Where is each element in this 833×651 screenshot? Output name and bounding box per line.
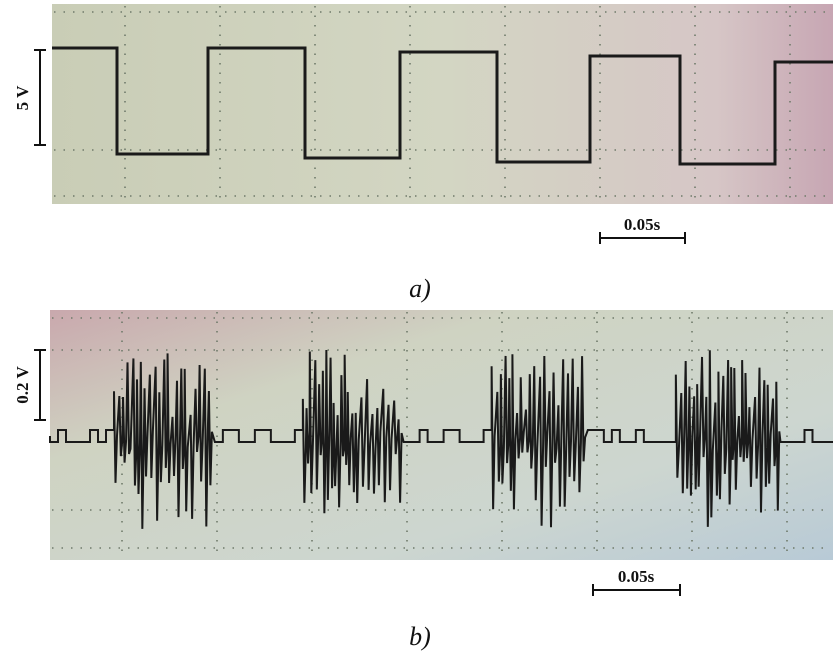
caption: b) <box>409 622 431 651</box>
signal-wave <box>49 350 833 529</box>
panel-a: 5 V 0.05s a) <box>13 4 833 303</box>
grid <box>52 312 831 558</box>
grid <box>54 6 831 202</box>
caption: a) <box>409 274 431 303</box>
scale-label: 5 V <box>13 85 32 110</box>
panel-b: 0.2 V 0.05s b) <box>13 310 833 651</box>
scale-label: 0.2 V <box>13 366 32 404</box>
time-label: 0.05s <box>618 567 655 586</box>
square-wave <box>52 46 833 166</box>
time-label: 0.05s <box>624 215 661 234</box>
scope-screen <box>52 4 833 204</box>
